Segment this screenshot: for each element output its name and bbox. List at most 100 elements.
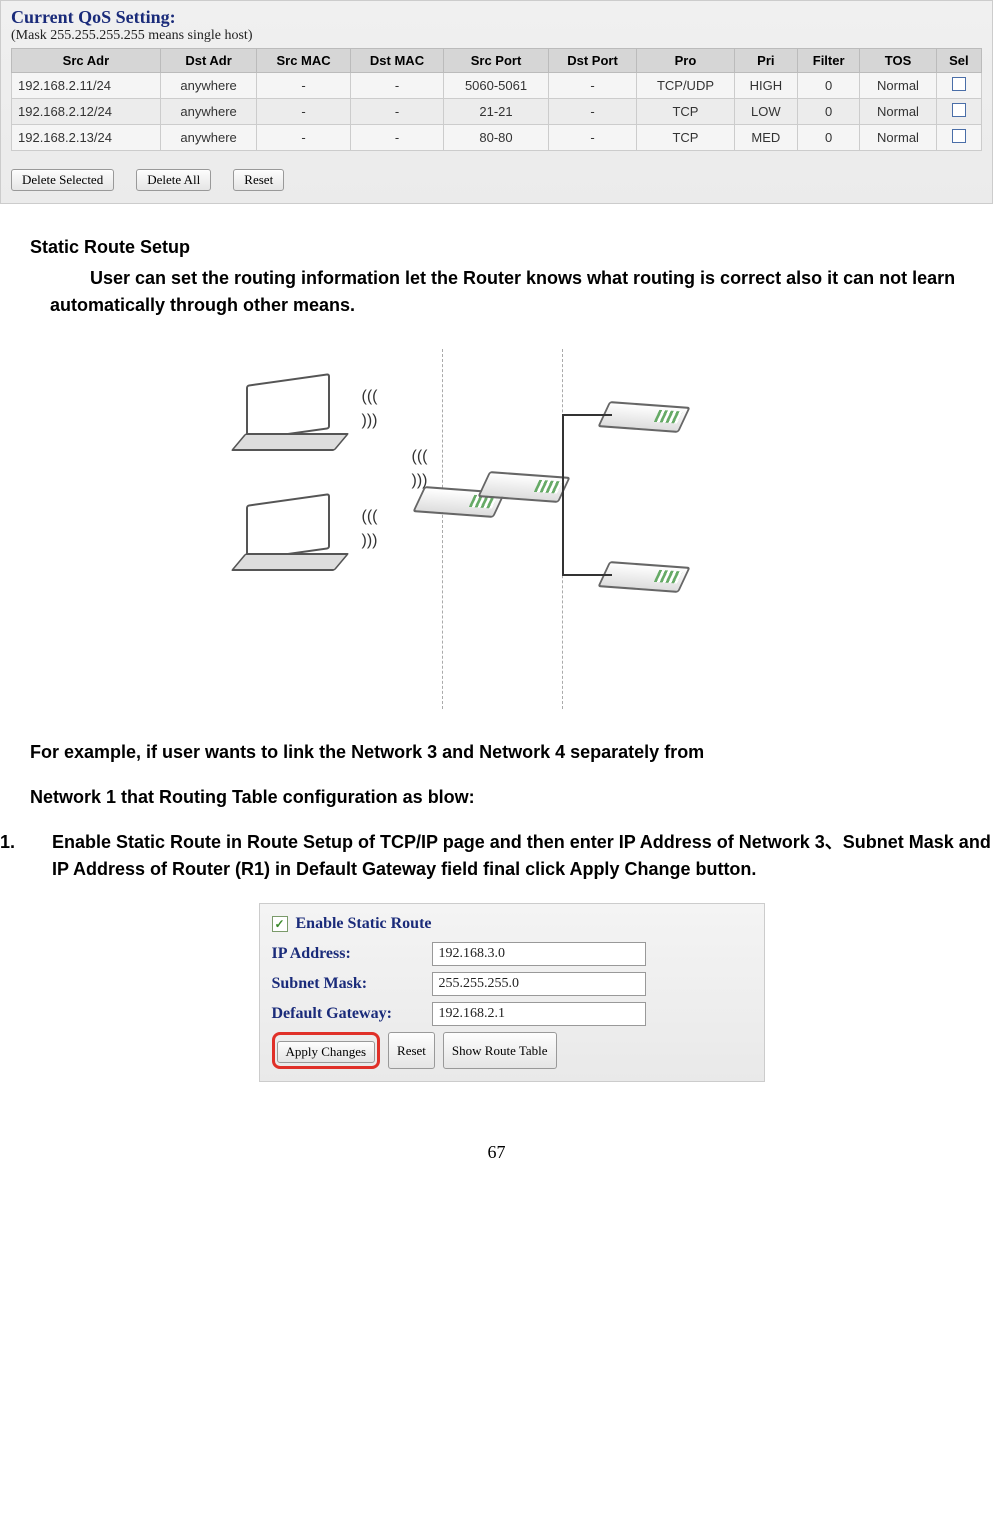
cell: 192.168.2.12/24 [12,99,161,125]
cell-sel [936,73,981,99]
network-diagram: ((( ))) ((( ))) ((( ))) [232,339,792,719]
highlight-apply: Apply Changes [272,1032,381,1069]
cell: TCP/UDP [637,73,734,99]
sel-checkbox[interactable] [952,77,966,91]
form-button-row: Apply Changes Reset Show Route Table [272,1032,752,1069]
apply-changes-button[interactable]: Apply Changes [277,1041,376,1063]
example-line: Network 1 that Routing Table configurati… [30,784,993,811]
connector-line [562,414,612,416]
divider-line [442,349,443,709]
cell: - [548,73,636,99]
gw-row: Default Gateway: [272,1002,752,1026]
laptop-icon [232,379,352,459]
delete-all-button[interactable]: Delete All [136,169,211,191]
col-src: Src Adr [12,49,161,73]
col-tos: TOS [860,49,936,73]
mask-row: Subnet Mask: [272,972,752,996]
wifi-icon: ((( ))) [412,454,442,484]
qos-button-row: Delete Selected Delete All Reset [11,169,982,191]
ip-input[interactable] [432,942,646,966]
cell: Normal [860,125,936,151]
example-line: For example, if user wants to link the N… [30,739,993,766]
form-reset-button[interactable]: Reset [388,1032,435,1069]
show-route-table-button[interactable]: Show Route Table [443,1032,557,1069]
cell: 0 [798,125,860,151]
delete-selected-button[interactable]: Delete Selected [11,169,114,191]
qos-header-row: Src Adr Dst Adr Src MAC Dst MAC Src Port… [12,49,982,73]
example-text: For example, if user wants to link the N… [0,739,993,811]
gw-label: Default Gateway: [272,1002,432,1026]
step-text: Enable Static Route in Route Setup of TC… [52,832,991,879]
cell: anywhere [160,125,257,151]
cell: 21-21 [444,99,549,125]
cell: MED [734,125,797,151]
laptop-icon [232,499,352,579]
sel-checkbox[interactable] [952,129,966,143]
router-icon [597,401,690,433]
enable-label: Enable Static Route [296,912,432,936]
reset-button[interactable]: Reset [233,169,284,191]
page-root: Current QoS Setting: (Mask 255.255.255.2… [0,0,993,1183]
col-dstmac: Dst MAC [350,49,443,73]
wifi-icon: ((( ))) [362,394,392,424]
connector-line [562,574,612,576]
enable-checkbox[interactable]: ✓ [272,916,288,932]
col-sel: Sel [936,49,981,73]
connector-line [562,489,564,576]
section-paragraph: User can set the routing information let… [30,265,993,319]
col-pri: Pri [734,49,797,73]
gw-input[interactable] [432,1002,646,1026]
table-row: 192.168.2.13/24 anywhere - - 80-80 - TCP… [12,125,982,151]
enable-row: ✓ Enable Static Route [272,912,752,936]
cell: HIGH [734,73,797,99]
cell: TCP [637,125,734,151]
cell: 0 [798,73,860,99]
cell: TCP [637,99,734,125]
cell: 5060-5061 [444,73,549,99]
cell: LOW [734,99,797,125]
col-srcmac: Src MAC [257,49,350,73]
step-number: 1. [0,829,15,856]
cell: Normal [860,99,936,125]
ip-row: IP Address: [272,942,752,966]
table-row: 192.168.2.12/24 anywhere - - 21-21 - TCP… [12,99,982,125]
section-title: Static Route Setup [30,234,993,261]
cell: anywhere [160,73,257,99]
cell: - [350,125,443,151]
router-icon [597,561,690,593]
col-dstport: Dst Port [548,49,636,73]
cell: 192.168.2.13/24 [12,125,161,151]
cell: 192.168.2.11/24 [12,73,161,99]
cell: 0 [798,99,860,125]
col-dst: Dst Adr [160,49,257,73]
cell: 80-80 [444,125,549,151]
table-row: 192.168.2.11/24 anywhere - - 5060-5061 -… [12,73,982,99]
cell: anywhere [160,99,257,125]
cell: - [548,125,636,151]
cell: - [548,99,636,125]
col-pro: Pro [637,49,734,73]
qos-title: Current QoS Setting: [11,7,982,28]
sel-checkbox[interactable] [952,103,966,117]
cell-sel [936,125,981,151]
document-body: Static Route Setup User can set the rout… [0,204,993,1082]
mask-input[interactable] [432,972,646,996]
cell-sel [936,99,981,125]
mask-label: Subnet Mask: [272,972,432,996]
cell: - [257,99,350,125]
cell: - [257,125,350,151]
col-filter: Filter [798,49,860,73]
connector-line [562,414,564,489]
cell: - [350,73,443,99]
cell: - [350,99,443,125]
static-route-form: ✓ Enable Static Route IP Address: Subnet… [259,903,765,1082]
ip-label: IP Address: [272,942,432,966]
cell: Normal [860,73,936,99]
qos-subtitle: (Mask 255.255.255.255 means single host) [11,28,982,44]
col-srcport: Src Port [444,49,549,73]
page-number: 67 [0,1142,993,1183]
cell: - [257,73,350,99]
qos-panel: Current QoS Setting: (Mask 255.255.255.2… [0,0,993,204]
step-1: 1. Enable Static Route in Route Setup of… [30,829,993,883]
wifi-icon: ((( ))) [362,514,392,544]
